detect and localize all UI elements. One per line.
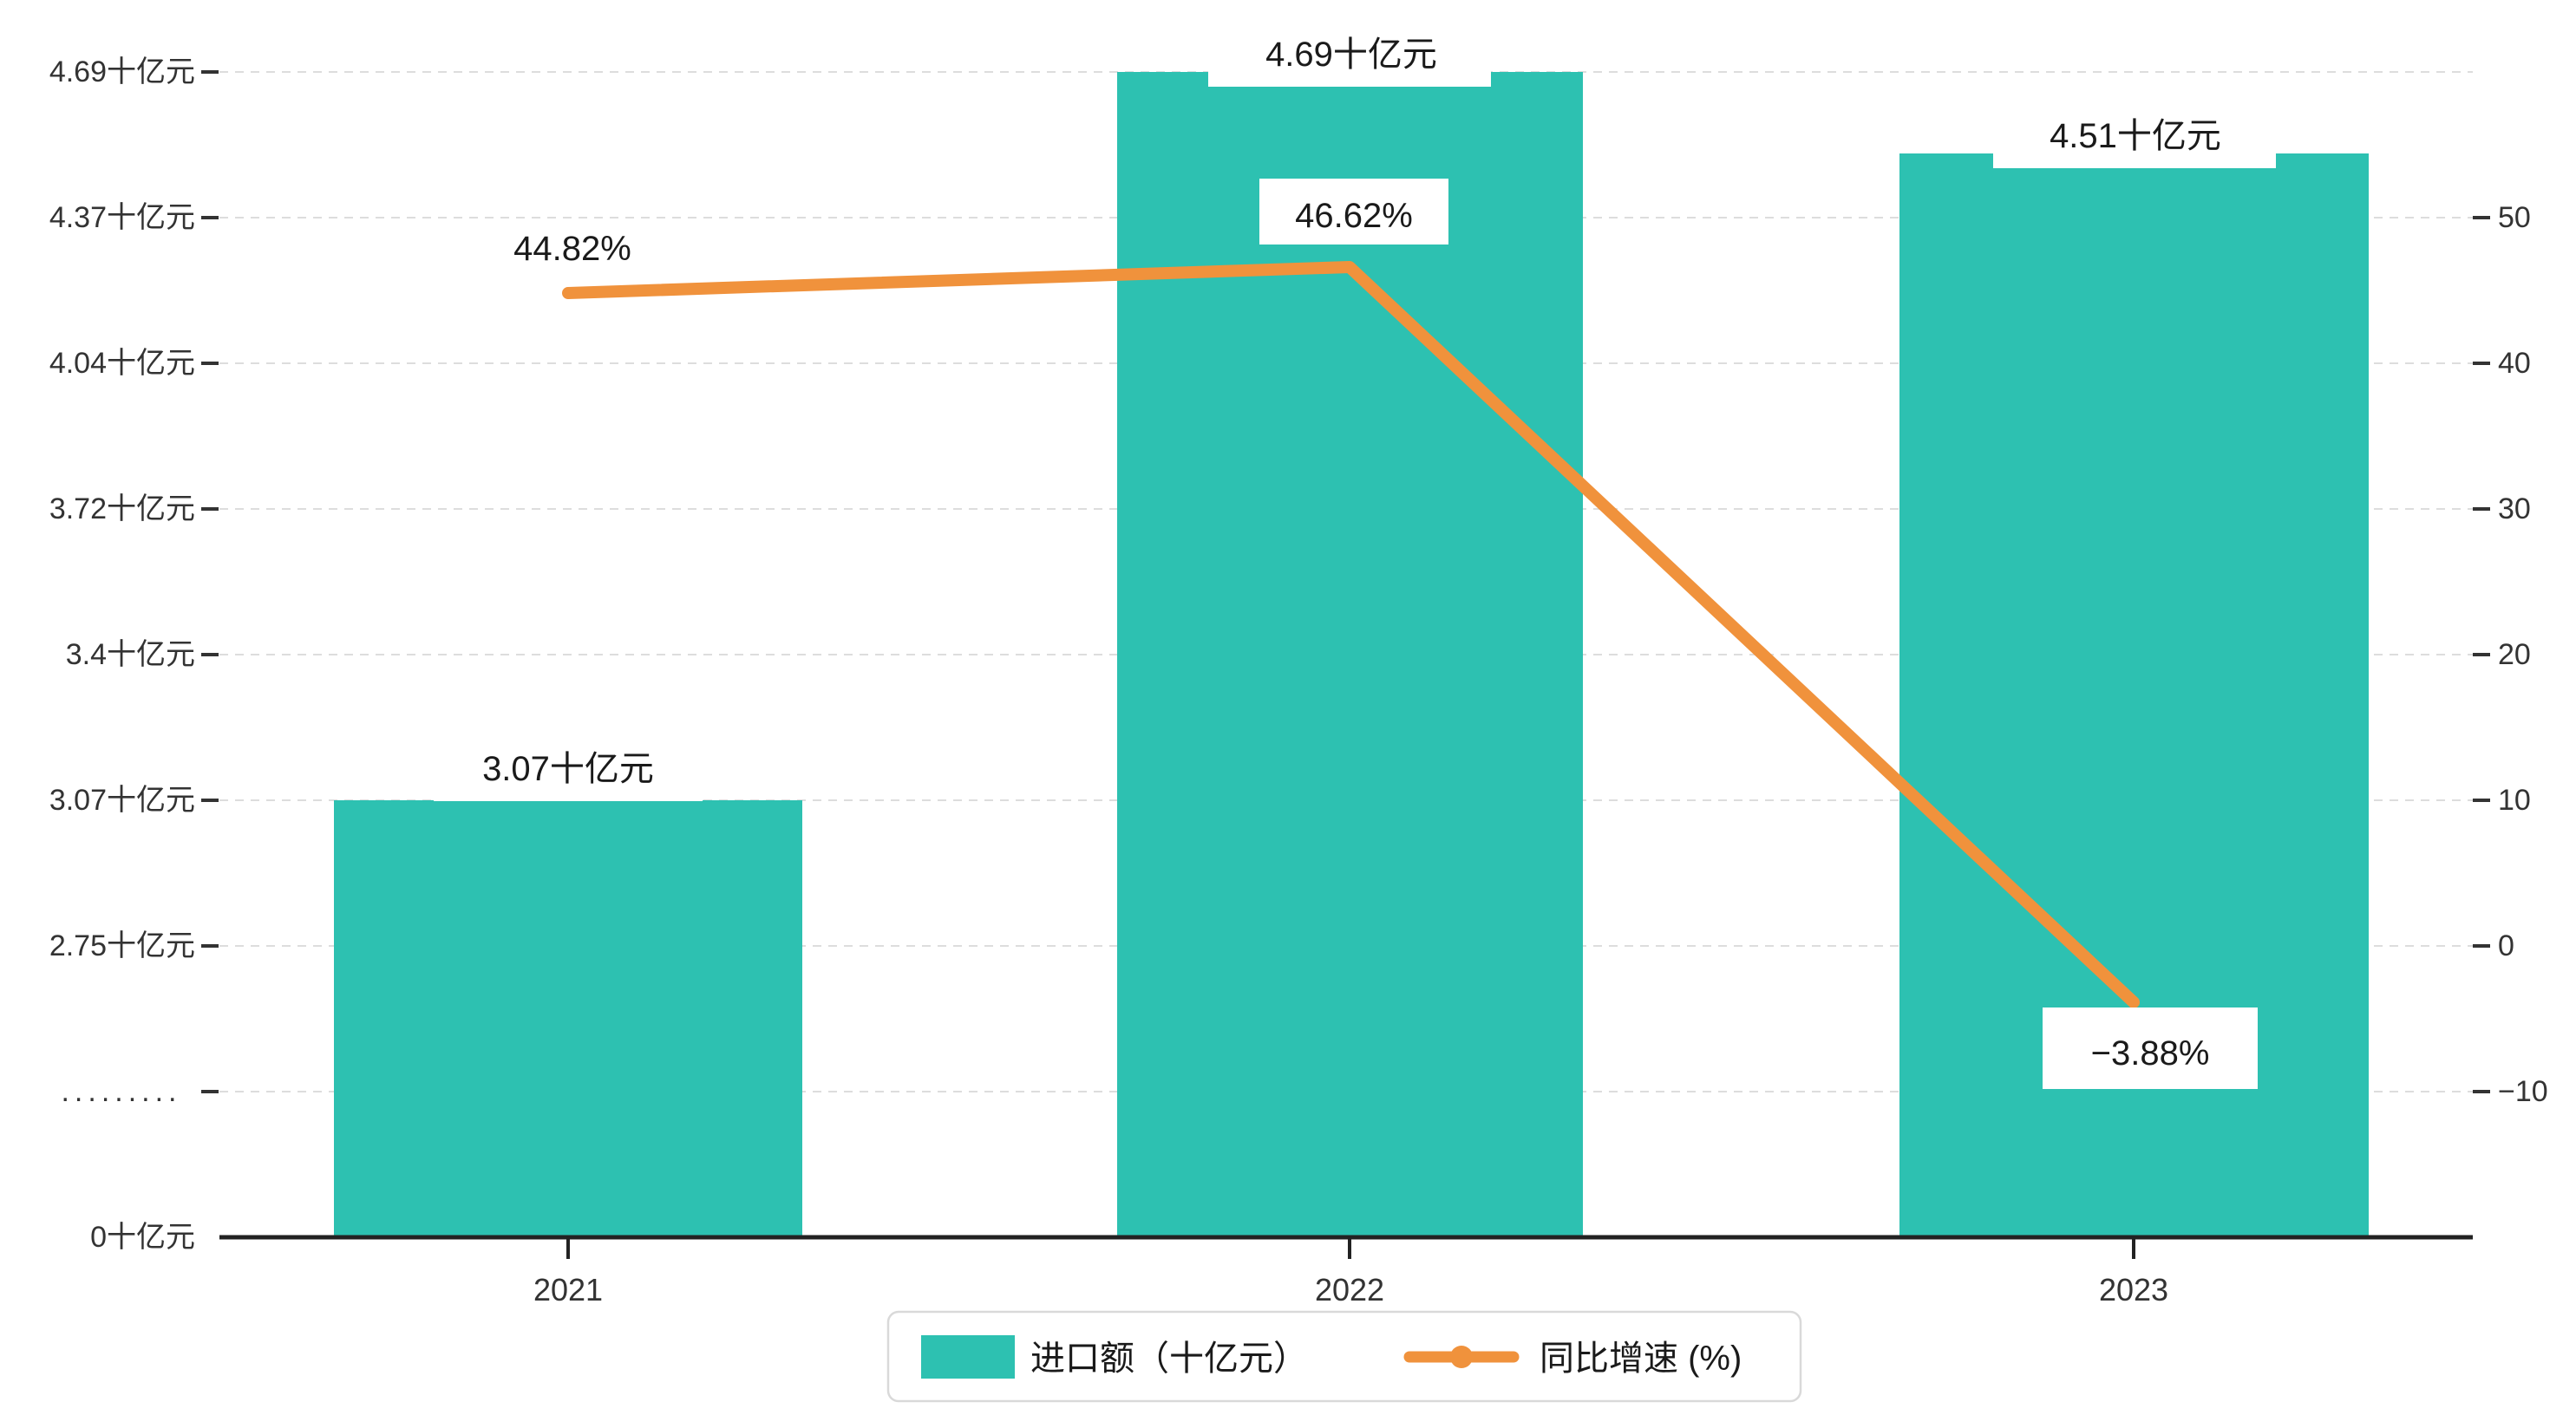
svg-text:同比增速 (%): 同比增速 (%) — [1540, 1340, 1742, 1378]
svg-text:3.07十亿元: 3.07十亿元 — [482, 750, 654, 788]
svg-text:−10: −10 — [2498, 1075, 2548, 1108]
svg-text:4.69十亿元: 4.69十亿元 — [49, 55, 195, 88]
svg-text:2.75十亿元: 2.75十亿元 — [49, 929, 195, 962]
svg-text:4.69十亿元: 4.69十亿元 — [1265, 36, 1437, 74]
svg-text:50: 50 — [2498, 201, 2531, 234]
svg-text:进口额（十亿元）: 进口额（十亿元） — [1030, 1340, 1308, 1378]
svg-text:2022: 2022 — [1315, 1272, 1384, 1307]
svg-text:4.37十亿元: 4.37十亿元 — [49, 201, 195, 234]
svg-text:10: 10 — [2498, 784, 2531, 817]
svg-text:3.07十亿元: 3.07十亿元 — [49, 784, 195, 817]
svg-text:30: 30 — [2498, 492, 2531, 525]
svg-text:44.82%: 44.82% — [513, 230, 631, 268]
svg-text:40: 40 — [2498, 347, 2531, 380]
svg-text:0十亿元: 0十亿元 — [90, 1221, 195, 1254]
svg-text:3.72十亿元: 3.72十亿元 — [49, 492, 195, 525]
svg-text:.........: ......... — [61, 1075, 181, 1108]
svg-text:2023: 2023 — [2099, 1272, 2168, 1307]
svg-text:4.04十亿元: 4.04十亿元 — [49, 347, 195, 380]
svg-text:20: 20 — [2498, 638, 2531, 671]
svg-text:0: 0 — [2498, 929, 2514, 962]
svg-text:−3.88%: −3.88% — [2091, 1034, 2210, 1073]
svg-text:46.62%: 46.62% — [1295, 197, 1413, 235]
svg-text:2021: 2021 — [533, 1272, 603, 1307]
svg-text:4.51十亿元: 4.51十亿元 — [2050, 117, 2221, 155]
svg-text:3.4十亿元: 3.4十亿元 — [66, 638, 195, 671]
